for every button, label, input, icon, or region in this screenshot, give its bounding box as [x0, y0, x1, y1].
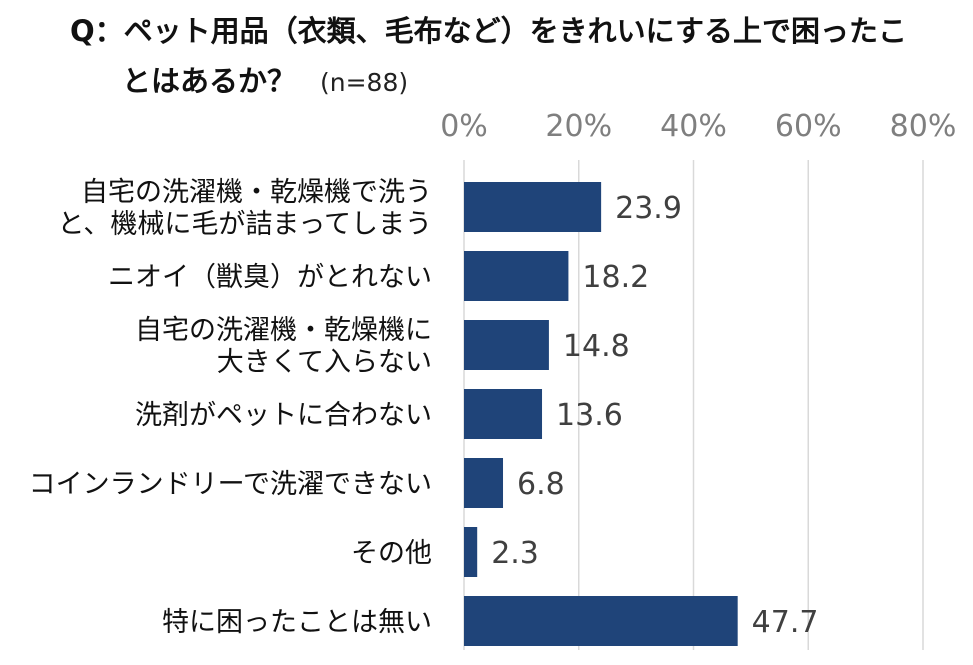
data-label: 23.9 [615, 191, 682, 226]
bar [464, 527, 478, 577]
category-label-line: その他 [351, 538, 432, 569]
category-label-line: 自宅の洗濯機・乾燥機に [135, 315, 432, 346]
x-tick-label: 80% [890, 109, 957, 144]
x-tick-label: 40% [660, 109, 727, 144]
x-tick-label: 0% [440, 109, 488, 144]
sample-size: (n=88) [320, 68, 409, 97]
category-label-line: 特に困ったことは無い [162, 607, 432, 638]
data-label: 18.2 [582, 260, 649, 295]
x-tick-label: 20% [545, 109, 612, 144]
category-label: 自宅の洗濯機・乾燥機に大きくて入らない [135, 315, 432, 378]
bar [464, 389, 543, 439]
category-label-line: と、機械に毛が詰まってしまう [58, 209, 433, 240]
bars [464, 182, 738, 646]
category-label: ニオイ（獣臭）がとれない [108, 262, 432, 293]
value-labels: 23.9 18.2 14.8 13.6 6.8 2.3 47.7 [491, 191, 818, 640]
data-label: 6.8 [517, 467, 565, 502]
data-label: 47.7 [752, 605, 819, 640]
title-line-2-wrapper: とはあるか？ (n=88) [70, 56, 965, 108]
category-labels: 自宅の洗濯機・乾燥機で洗うと、機械に毛が詰まってしまうニオイ（獣臭）がとれない自… [29, 177, 432, 638]
category-label: 自宅の洗濯機・乾燥機で洗うと、機械に毛が詰まってしまう [58, 177, 433, 240]
category-label: 特に困ったことは無い [162, 607, 432, 638]
x-tick-label: 60% [775, 109, 842, 144]
category-label: コインランドリーで洗濯できない [29, 469, 432, 500]
category-label-line: ニオイ（獣臭）がとれない [108, 262, 432, 293]
bar [464, 251, 569, 301]
chart-title: Q：ペット用品（衣類、毛布など）をきれいにする上で困ったこ とはあるか？ (n=8… [70, 6, 965, 108]
data-label: 2.3 [491, 536, 539, 571]
category-label-line: コインランドリーで洗濯できない [29, 469, 432, 500]
category-label-line: 大きくて入らない [217, 347, 432, 378]
bar [464, 596, 738, 646]
bar [464, 458, 504, 508]
bar [464, 320, 549, 370]
category-label: 洗剤がペットに合わない [135, 400, 432, 431]
category-label-line: 自宅の洗濯機・乾燥機で洗う [81, 177, 432, 208]
data-label: 13.6 [556, 398, 623, 433]
bar [464, 182, 602, 232]
title-line-2: とはあるか？ [122, 64, 297, 98]
category-label: その他 [351, 538, 432, 569]
data-label: 14.8 [563, 329, 630, 364]
title-line-1: Q：ペット用品（衣類、毛布など）をきれいにする上で困ったこ [70, 14, 907, 48]
category-label-line: 洗剤がペットに合わない [135, 400, 432, 431]
x-axis-ticks: 0% 20% 40% 60% 80% [440, 109, 956, 144]
